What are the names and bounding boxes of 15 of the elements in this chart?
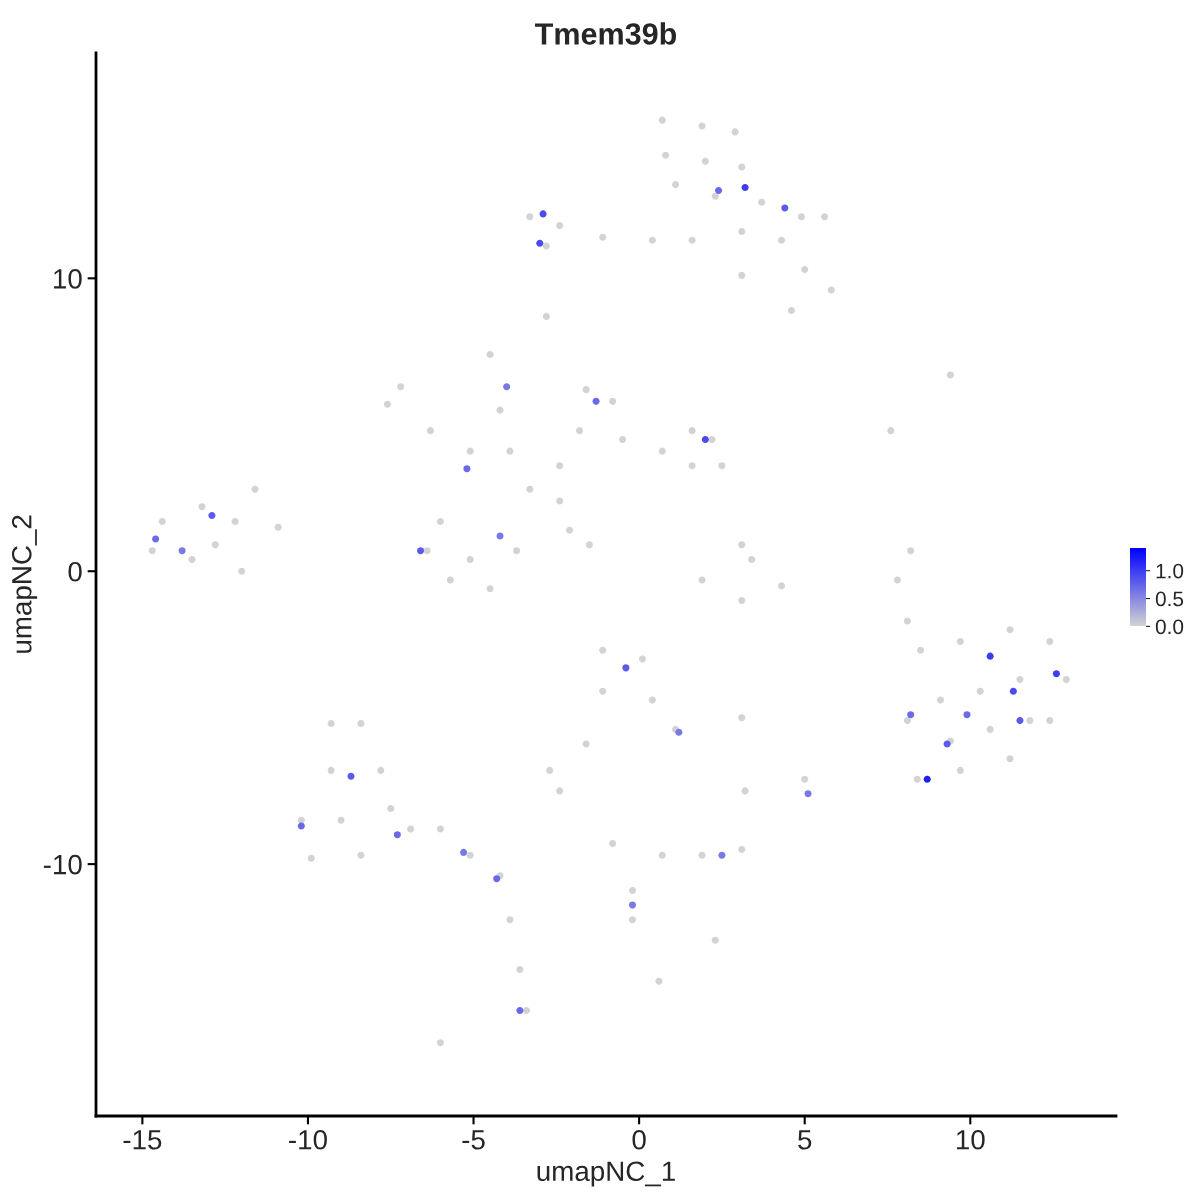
x-tick-label: -5 — [462, 1130, 485, 1150]
x-tick-label: -10 — [289, 1129, 327, 1150]
x-axis-title: umapNC_1 — [537, 1161, 675, 1187]
y-tick-label: 0 — [68, 561, 82, 582]
color-bar-label: 0.5 — [1155, 591, 1184, 607]
color-bar-label: 1.0 — [1156, 563, 1184, 579]
y-tick-label: 10 — [54, 269, 82, 289]
chart-title: Tmem39b — [535, 22, 677, 45]
x-tick-label: 10 — [956, 1129, 985, 1150]
color-bar-label: 0.0 — [1155, 619, 1184, 635]
x-tick-label: 5 — [798, 1130, 812, 1150]
y-tick-label: -10 — [43, 854, 82, 875]
x-tick-label: 0 — [632, 1129, 646, 1150]
y-axis-title: umapNC_2 — [11, 515, 38, 653]
x-tick-label: -15 — [123, 1130, 162, 1150]
